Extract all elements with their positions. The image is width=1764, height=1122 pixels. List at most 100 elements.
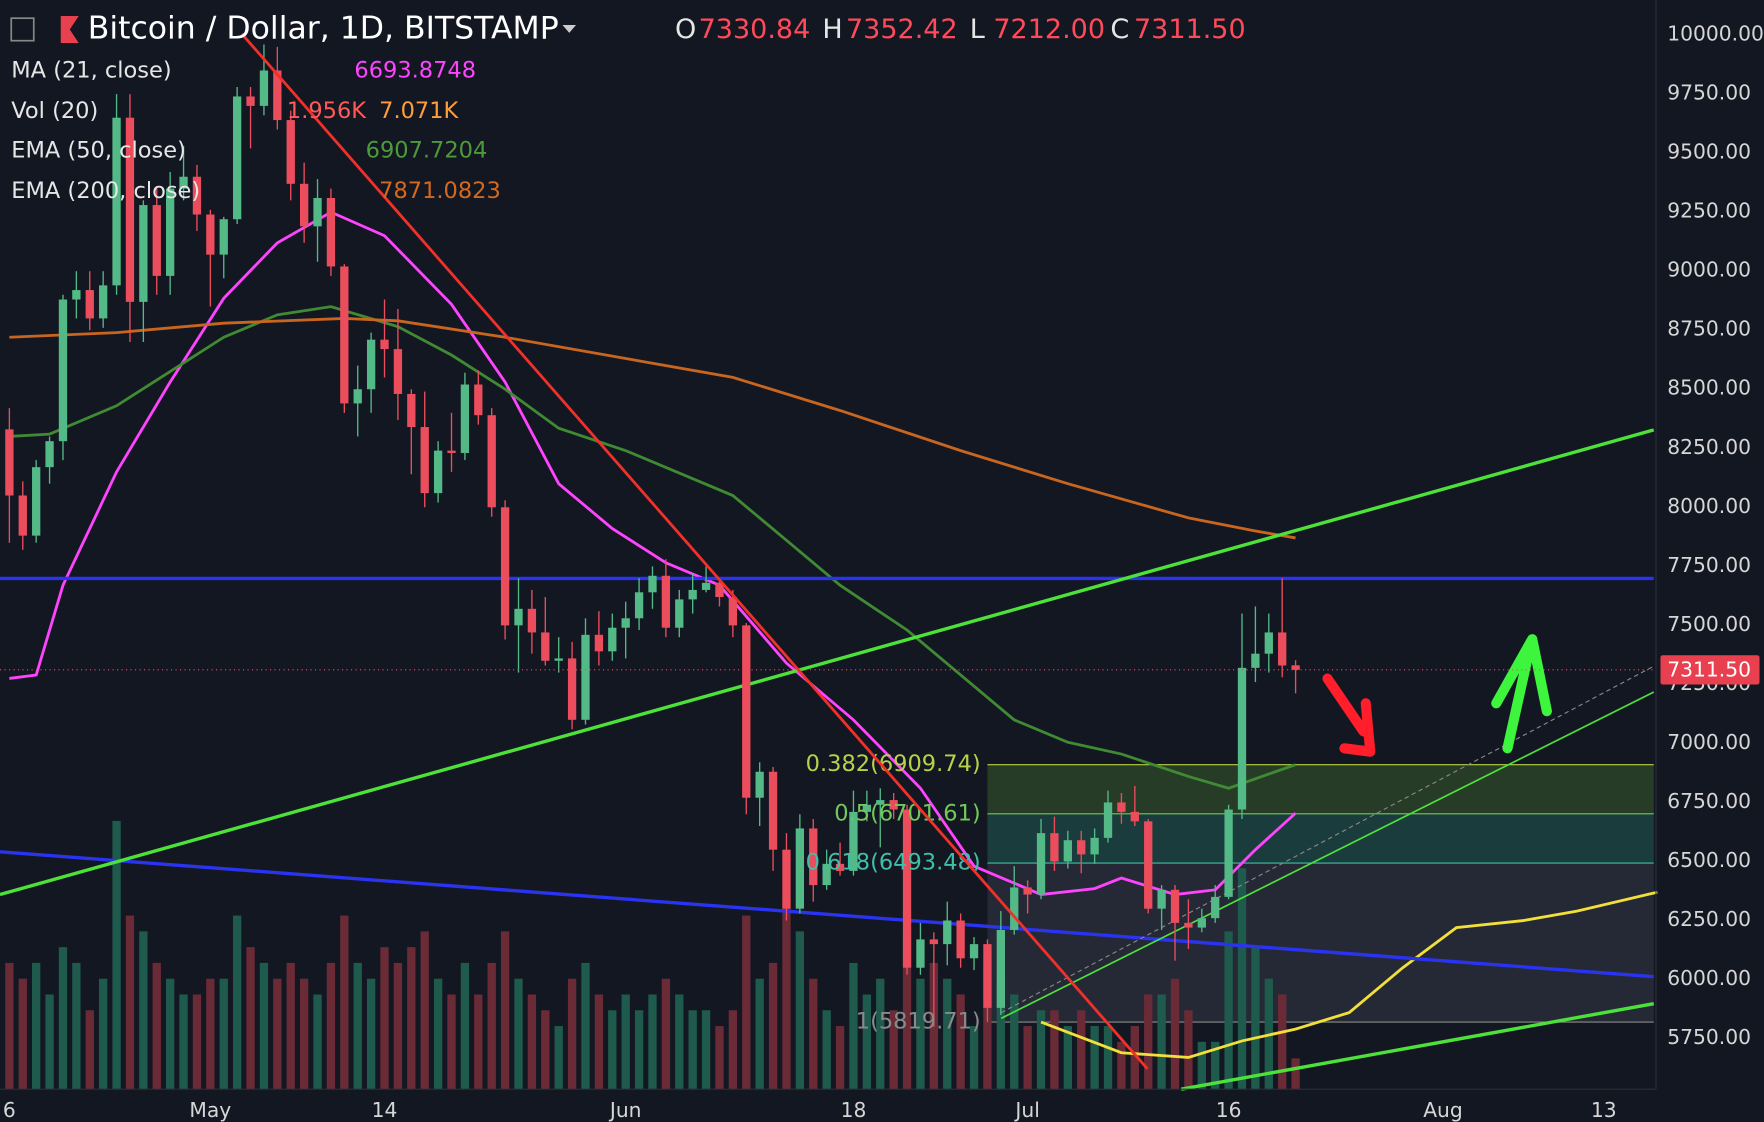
candle-body bbox=[273, 70, 282, 121]
volume-bar bbox=[621, 994, 630, 1090]
candle-body bbox=[728, 597, 738, 626]
volume-bar bbox=[72, 962, 81, 1090]
volume-bar bbox=[1278, 994, 1287, 1090]
candle-body bbox=[835, 863, 845, 871]
candle-body bbox=[139, 205, 148, 302]
indicator-value: 7.071K bbox=[379, 98, 459, 124]
volume-bar bbox=[862, 994, 872, 1090]
volume-bar bbox=[1077, 1010, 1086, 1090]
fib-label: 1(5819.71) bbox=[856, 1009, 981, 1035]
indicator-line bbox=[9, 305, 1297, 790]
x-tick-label: Jul bbox=[1013, 1098, 1039, 1122]
volume-bar bbox=[1130, 1026, 1139, 1090]
candle-body bbox=[1063, 840, 1072, 862]
candle-body bbox=[340, 266, 349, 404]
volume-bar bbox=[983, 962, 992, 1090]
candle-body bbox=[45, 441, 54, 468]
volume-bar bbox=[259, 962, 269, 1090]
volume-bar bbox=[541, 1010, 550, 1090]
candle-body bbox=[809, 828, 818, 886]
volume-bar bbox=[661, 978, 671, 1090]
candle-body bbox=[1050, 833, 1059, 862]
volume-bar bbox=[447, 994, 456, 1090]
volume-bar bbox=[18, 978, 27, 1090]
y-tick-label: 6000.00 bbox=[1667, 966, 1751, 990]
candle-body bbox=[246, 96, 255, 106]
candle-body bbox=[1170, 889, 1180, 923]
candle-body bbox=[192, 176, 202, 215]
ohlc-value: 7212.00 bbox=[993, 14, 1105, 45]
fib-label: 0.382(6909.74) bbox=[806, 751, 981, 777]
candle-body bbox=[125, 117, 135, 302]
candle-body bbox=[969, 944, 979, 959]
candle-body bbox=[460, 384, 470, 453]
chart-title: Bitcoin / Dollar, 1D, BITSTAMP bbox=[88, 10, 559, 46]
candle-body bbox=[621, 618, 630, 628]
candle-body bbox=[407, 393, 416, 428]
candle-body bbox=[1264, 632, 1273, 654]
y-tick-label: 9000.00 bbox=[1667, 258, 1751, 282]
candle-body bbox=[166, 188, 175, 276]
indicator-value: 7871.0823 bbox=[379, 178, 501, 204]
volume-bar bbox=[634, 1010, 644, 1090]
volume-bar bbox=[326, 962, 336, 1090]
volume-bar bbox=[32, 962, 41, 1090]
candle-body bbox=[112, 117, 121, 286]
ohlc-value: 7311.50 bbox=[1134, 14, 1246, 45]
ohlc-value: 7352.42 bbox=[846, 14, 958, 45]
candle-body bbox=[152, 205, 161, 276]
candle-body bbox=[715, 582, 724, 598]
candle-body bbox=[1197, 918, 1206, 928]
volume-bar bbox=[956, 994, 965, 1090]
candle-body bbox=[902, 809, 912, 968]
downtrend-line bbox=[240, 33, 1149, 1070]
y-tick-label: 10000.00 bbox=[1667, 22, 1764, 46]
x-tick-label: Aug bbox=[1423, 1098, 1463, 1122]
volume-bar bbox=[1237, 868, 1247, 1090]
volume-bar bbox=[701, 1010, 711, 1090]
candle-body bbox=[353, 389, 362, 404]
volume-bar bbox=[407, 947, 416, 1090]
down-arrow bbox=[1322, 673, 1376, 757]
candle-body bbox=[474, 384, 483, 416]
candle-body bbox=[58, 299, 68, 442]
candle-body bbox=[782, 849, 791, 909]
candle-body bbox=[447, 450, 456, 453]
volume-bar bbox=[487, 962, 496, 1090]
fib-zone bbox=[987, 764, 1654, 814]
volume-bar bbox=[152, 962, 161, 1090]
volume-bar bbox=[809, 978, 818, 1090]
volume-bar bbox=[1251, 947, 1260, 1090]
dropdown[interactable] bbox=[562, 24, 577, 33]
y-tick-label: 7000.00 bbox=[1667, 730, 1751, 754]
candle-body bbox=[1224, 809, 1233, 897]
fib-zone bbox=[987, 863, 1654, 1023]
candle-body bbox=[1291, 665, 1300, 670]
ohlc-key: L bbox=[970, 14, 985, 45]
indicator-value: 1.956K bbox=[287, 98, 367, 124]
volume-bar bbox=[1144, 994, 1153, 1090]
candle-body bbox=[1251, 653, 1260, 668]
volume bbox=[5, 820, 1300, 1090]
indicator-name: MA (21, close) bbox=[11, 58, 171, 84]
y-tick-label: 8000.00 bbox=[1667, 494, 1751, 518]
trend-line bbox=[0, 428, 1655, 897]
volume-bar bbox=[299, 978, 309, 1090]
volume-bar bbox=[313, 994, 322, 1090]
candle-body bbox=[1010, 887, 1019, 930]
candle-body bbox=[876, 800, 885, 805]
fib-zone bbox=[987, 813, 1654, 864]
ohlc-key: O bbox=[675, 14, 696, 45]
volume-bar bbox=[1170, 978, 1180, 1090]
candle-body bbox=[956, 920, 965, 959]
candle-body bbox=[380, 339, 389, 350]
volume-bar bbox=[608, 1010, 617, 1090]
volume-bar bbox=[1010, 994, 1019, 1090]
candle-body bbox=[1077, 840, 1086, 855]
volume-bar bbox=[795, 931, 805, 1090]
candle-body bbox=[487, 415, 496, 508]
candle-body bbox=[286, 120, 295, 184]
icon[interactable] bbox=[10, 17, 35, 42]
indicator-value: 6907.7204 bbox=[366, 137, 488, 163]
candle-body bbox=[1090, 837, 1099, 855]
